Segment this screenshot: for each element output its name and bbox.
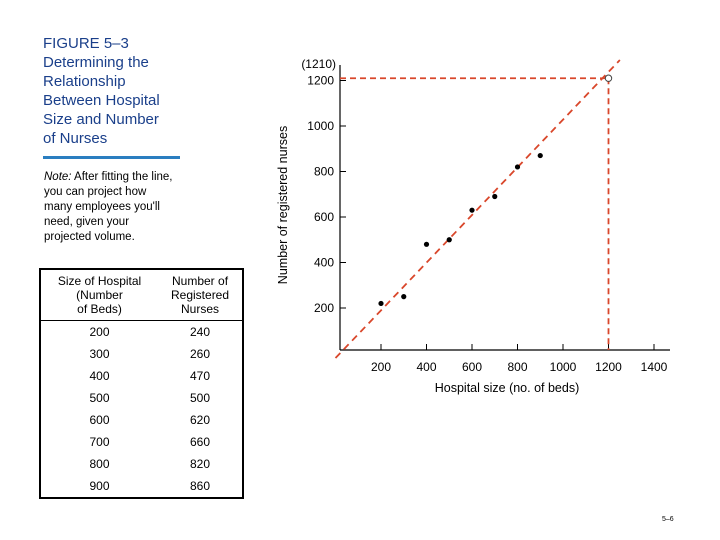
y-tick-label: 1200 — [307, 74, 334, 88]
note-text: After fitting the line, you can project … — [44, 171, 173, 243]
y-tick-label: 1000 — [307, 119, 334, 133]
title-underline — [43, 156, 180, 159]
data-point — [401, 294, 407, 300]
x-tick-label: 400 — [416, 360, 436, 374]
beds-cell: 600 — [89, 413, 110, 427]
projection-point — [604, 74, 613, 82]
x-tick-label: 1000 — [550, 360, 577, 374]
table-row: 400 470 — [40, 365, 243, 387]
data-point — [492, 193, 498, 200]
scatter-chart: 200 400 600 800 1000 1200 200 400 600 800 1000 1200… — [276, 57, 670, 395]
x-tick-label: 800 — [507, 360, 527, 374]
beds-cell: 700 — [89, 435, 110, 449]
nurses-cell: 240 — [190, 325, 211, 339]
y-tick-label: 800 — [314, 165, 334, 179]
nurses-cell: 620 — [190, 413, 211, 427]
x-tick-label: 1200 — [595, 360, 622, 374]
y-tick-label: 200 — [314, 301, 334, 315]
table-header-row: Size of Hospital (Number of Beds) Number… — [40, 269, 243, 321]
figure-caption: FIGURE 5–3 Determining the Relationship … — [43, 34, 243, 159]
table-row: 300 260 — [40, 343, 243, 365]
page-number: 5–6 — [662, 516, 674, 523]
data-point — [378, 300, 384, 307]
nurses-cell: 260 — [190, 347, 211, 361]
table-row: 200 240 — [40, 321, 243, 344]
figure-note: Note: After fitting the line, you can pr… — [44, 170, 174, 245]
beds-cell: 300 — [89, 347, 110, 361]
data-point — [537, 152, 543, 159]
beds-cell: 800 — [89, 457, 110, 471]
table-row: 800 820 — [40, 453, 243, 475]
beds-cell: 400 — [89, 369, 110, 383]
x-axis-title: Hospital size (no. of beds) — [435, 381, 580, 395]
data-point — [446, 237, 452, 243]
data-point — [469, 207, 475, 213]
y-tick-label: 400 — [314, 256, 334, 270]
figure-title: FIGURE 5–3 Determining the Relationship … — [43, 35, 160, 147]
x-tick-label: 1400 — [641, 360, 668, 374]
fitted-line — [334, 59, 621, 359]
table-row: 500 500 — [40, 387, 243, 409]
x-tick-label: 600 — [462, 360, 482, 374]
nurses-cell: 500 — [190, 391, 211, 405]
table-row: 600 620 — [40, 409, 243, 431]
x-tick-label: 200 — [371, 360, 391, 374]
data-point — [514, 164, 521, 170]
nurses-cell: 470 — [190, 369, 211, 383]
nurses-cell: 820 — [190, 457, 211, 471]
data-point — [423, 241, 430, 247]
header-registered-nurses: Number of Registered Nurses — [158, 269, 243, 321]
projection-value-label: (1210) — [301, 57, 336, 71]
beds-cell: 900 — [89, 479, 110, 493]
table-row: 900 860 — [40, 475, 243, 498]
beds-cell: 500 — [89, 391, 110, 405]
nurses-cell: 660 — [190, 435, 211, 449]
beds-nurses-table: Size of Hospital (Number of Beds) Number… — [39, 268, 244, 499]
note-label: Note: — [44, 171, 72, 183]
beds-cell: 200 — [89, 325, 110, 339]
nurses-cell: 860 — [190, 479, 211, 493]
header-hospital-size: Size of Hospital (Number of Beds) — [40, 269, 159, 321]
y-tick-label: 600 — [314, 210, 334, 224]
y-axis-title: Number of registered nurses — [276, 126, 290, 284]
table-row: 700 660 — [40, 431, 243, 453]
